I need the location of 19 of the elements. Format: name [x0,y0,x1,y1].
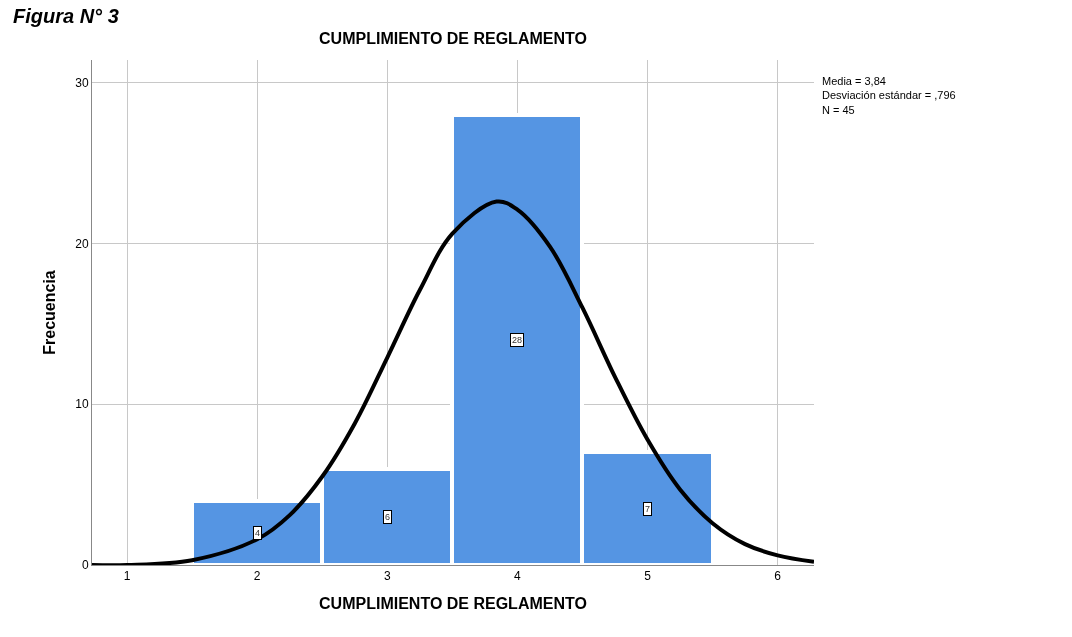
data-label: 28 [512,335,523,345]
x-tick-label: 3 [383,569,391,584]
y-tick-label: 30 [75,75,89,90]
y-tick-label: 20 [75,236,89,251]
y-tick-label: 10 [75,397,89,412]
x-tick-label: 6 [774,569,782,584]
text: Media = 3,84 Desviación estándar = ,796 N = 45 [822,75,956,116]
x-tick-label: 4 [514,569,522,584]
chart-title: CUMPLIMIENTO DE REGLAMENTO [319,29,587,47]
x-tick-label: 5 [644,569,652,584]
data-label: 7 [645,504,651,514]
data-label: 4 [255,528,261,538]
y-axis-title: Frecuencia [41,270,59,355]
x-axis-title: CUMPLIMIENTO DE REGLAMENTO [319,595,587,613]
data-label: 6 [385,512,391,522]
y-tick-label: 0 [81,558,89,573]
x-tick-label: 1 [123,569,131,584]
text: Figura N° 3 [13,5,119,27]
x-tick-label: 2 [253,569,261,584]
